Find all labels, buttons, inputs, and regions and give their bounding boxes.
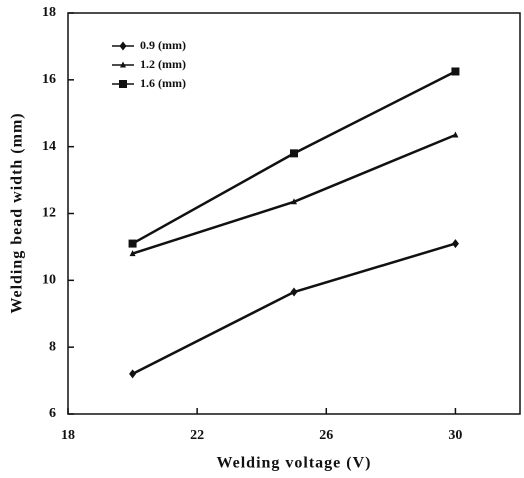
point xyxy=(129,369,137,379)
marker xyxy=(119,80,127,88)
point xyxy=(451,67,460,76)
marker xyxy=(120,61,126,68)
y-tick-label: 8 xyxy=(49,339,56,354)
legend-label: 0.9 (mm) xyxy=(140,38,186,52)
series-line xyxy=(132,242,456,376)
y-tick-label: 10 xyxy=(42,273,56,288)
point xyxy=(129,250,136,257)
y-tick-label: 14 xyxy=(42,139,56,154)
y-axis-title: Welding bead width (mm) xyxy=(9,112,26,313)
y-tick-label: 18 xyxy=(42,5,56,20)
point xyxy=(291,198,297,205)
x-axis-title: Welding voltage (V) xyxy=(217,455,372,472)
y-tick-label: 16 xyxy=(42,72,56,87)
marker xyxy=(119,41,127,51)
x-tick-label: 22 xyxy=(190,428,204,443)
x-tick-label: 18 xyxy=(61,428,75,443)
point xyxy=(451,239,459,249)
point xyxy=(290,287,298,297)
legend-label: 1.2 (mm) xyxy=(140,57,186,71)
point xyxy=(128,239,137,248)
point xyxy=(452,131,459,138)
x-tick-label: 30 xyxy=(448,428,462,443)
point xyxy=(290,149,298,158)
series-line xyxy=(131,70,456,245)
y-tick-label: 12 xyxy=(42,206,56,221)
legend: 0.9 (mm) 1.2 (mm) 1.6 (mm) xyxy=(112,38,186,90)
y-tick-label: 6 xyxy=(49,406,56,421)
x-tick-label: 26 xyxy=(319,428,333,443)
legend-label: 1.6 (mm) xyxy=(140,76,186,90)
